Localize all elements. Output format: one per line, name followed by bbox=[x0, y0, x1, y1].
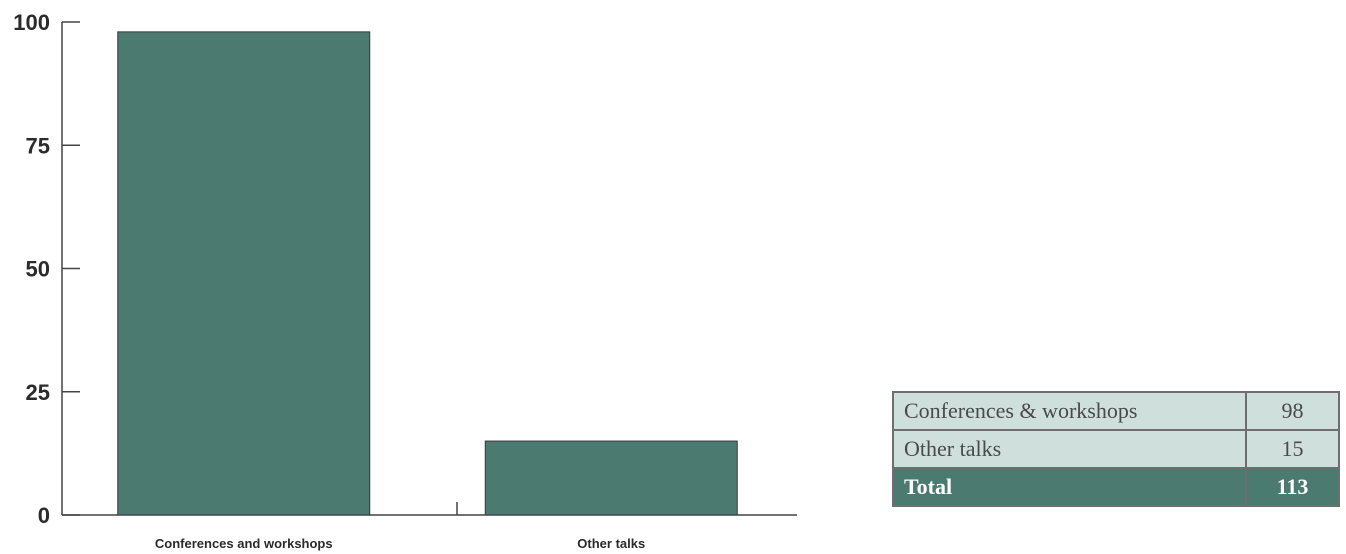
row-value: 98 bbox=[1245, 391, 1340, 431]
x-category-label: Other talks bbox=[577, 536, 645, 551]
summary-table: Conferences & workshops 98 Other talks 1… bbox=[892, 391, 1340, 507]
row-value: 15 bbox=[1245, 429, 1340, 469]
y-tick-label: 0 bbox=[38, 503, 50, 528]
y-tick-label: 50 bbox=[26, 257, 50, 282]
table-row: Other talks 15 bbox=[892, 429, 1340, 469]
total-label: Total bbox=[892, 467, 1247, 507]
table-row: Conferences & workshops 98 bbox=[892, 391, 1340, 431]
bar bbox=[484, 440, 738, 516]
x-category-label: Conferences and workshops bbox=[155, 536, 333, 551]
y-tick-label: 25 bbox=[26, 380, 50, 405]
row-label: Conferences & workshops bbox=[892, 391, 1247, 431]
y-tick-group: 0 25 50 75 100 bbox=[13, 10, 80, 528]
category-label-group: Conferences and workshops Other talks bbox=[155, 536, 645, 551]
y-tick-label: 75 bbox=[26, 133, 50, 158]
row-label: Other talks bbox=[892, 429, 1247, 469]
y-tick-label: 100 bbox=[13, 10, 50, 35]
bar-group bbox=[117, 31, 738, 516]
bar bbox=[117, 31, 371, 516]
total-row: Total 113 bbox=[892, 467, 1340, 507]
bar-chart: 0 25 50 75 100 Conferences and workshops Othe… bbox=[13, 10, 797, 551]
total-value: 113 bbox=[1245, 467, 1340, 507]
